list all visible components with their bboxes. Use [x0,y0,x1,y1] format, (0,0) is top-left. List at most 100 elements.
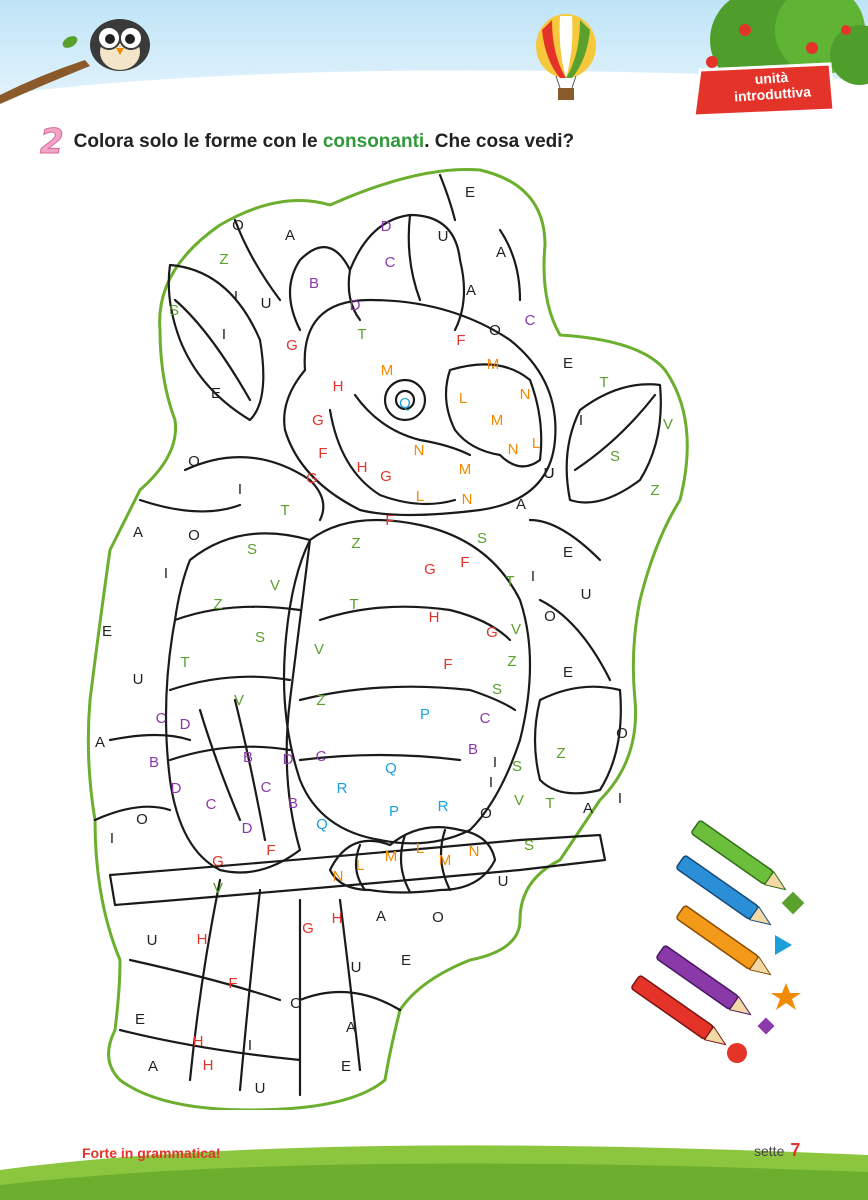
puzzle-letter: B [468,741,478,758]
parrot-foot [328,826,497,894]
puzzle-letter: U [438,228,449,245]
puzzle-letter: T [349,596,358,613]
purple-diamond-icon [757,1017,775,1035]
puzzle-letter: U [261,295,272,312]
puzzle-letter: T [545,795,554,812]
puzzle-letter: B [288,795,298,812]
puzzle-letter: D [350,297,361,314]
leaf-right [565,383,662,504]
puzzle-letter: T [180,654,189,671]
puzzle-letter: O [232,217,244,234]
puzzle-letter: N [508,441,519,458]
parrot-tail [188,878,222,1082]
pencils-illustration [631,820,805,1063]
puzzle-letter: A [583,800,593,817]
puzzle-letter: L [416,840,424,857]
puzzle-letter: I [493,754,497,771]
puzzle-letter: A [376,908,386,925]
purple-pencil-icon [656,945,752,1016]
puzzle-letter: C [480,710,491,727]
puzzle-letter: U [351,959,362,976]
puzzle-letter: N [462,491,473,508]
puzzle-letter: C [316,748,327,765]
puzzle-letter: H [357,459,368,476]
puzzle-letter: Z [556,745,565,762]
puzzle-letter: F [266,842,275,859]
blue-pencil-icon [676,855,772,926]
puzzle-letter: N [414,442,425,459]
puzzle-letter: E [401,952,411,969]
puzzle-letter: U [133,671,144,688]
puzzle-letter: N [469,843,480,860]
puzzle-letter: L [532,435,540,452]
puzzle-letter: V [270,577,280,594]
puzzle-letter: D [381,218,392,235]
puzzle-letter: F [443,656,452,673]
puzzle-letter: U [498,873,509,890]
puzzle-letter: V [514,792,524,809]
puzzle-letter: U [544,465,555,482]
puzzle-letter: I [238,481,242,498]
orange-star-icon [771,983,801,1010]
green-pencil-icon [691,820,787,891]
puzzle-letter: G [286,337,298,354]
puzzle-letter: S [247,541,257,558]
branch-icon [0,60,90,104]
puzzle-letter: I [222,326,226,343]
parrot-eye [383,378,427,422]
page-word: sette [754,1143,785,1159]
puzzle-letter: G [486,624,498,641]
puzzle-letter: G [424,561,436,578]
puzzle-letter: S [610,448,620,465]
puzzle-letter: E [211,385,221,402]
puzzle-letter: I [234,288,238,305]
puzzle-letter: I [248,1037,252,1054]
perch [108,833,607,907]
puzzle-letter: Z [507,653,516,670]
puzzle-letter: C [525,312,536,329]
puzzle-letter: O [188,527,200,544]
puzzle-letter: V [213,880,223,897]
exercise-text: Colora solo le forme con le consonanti. … [74,131,574,153]
red-circle-icon [727,1043,747,1063]
puzzle-letter: O [616,725,628,742]
puzzle-letter: T [280,502,289,519]
puzzle-letter: Z [316,692,325,709]
puzzle-letter: H [203,1057,214,1074]
puzzle-letter: F [228,975,237,992]
puzzle-letter: A [496,244,506,261]
puzzle-letter: B [149,754,159,771]
puzzle-letter: D [180,716,191,733]
puzzle-letter: D [283,751,294,768]
puzzle-letter: C [206,796,217,813]
puzzle-letter: H [332,910,343,927]
puzzle-letter: E [563,664,573,681]
puzzle-letter: S [255,629,265,646]
puzzle-letter: S [492,681,502,698]
page-digit: 7 [790,1140,801,1160]
orange-pencil-icon [676,905,772,976]
puzzle-letter: I [579,412,583,429]
puzzle-letter: I [618,790,622,807]
puzzle-letter: E [102,623,112,640]
puzzle-letter: P [389,803,399,820]
puzzle-letter: O [432,909,444,926]
puzzle-letter: Q [385,760,397,777]
footer-grass [0,1145,868,1200]
puzzle-letter: A [95,734,105,751]
puzzle-letter: F [460,554,469,571]
exercise-number: 2 [40,122,65,162]
puzzle-letter: O [290,995,302,1012]
puzzle-letter: A [285,227,295,244]
puzzle-letter: A [346,1019,356,1036]
puzzle-letter: H [193,1033,204,1050]
puzzle-letter: E [341,1058,351,1075]
parrot-head [283,298,557,517]
puzzle-letter: G [302,920,314,937]
puzzle-letter: Z [213,596,222,613]
puzzle-letter: U [544,465,555,482]
puzzle-letter: U [147,932,158,949]
puzzle-letter: Z [351,535,360,552]
puzzle-letter: D [171,780,182,797]
puzzle-letter: F [456,332,465,349]
